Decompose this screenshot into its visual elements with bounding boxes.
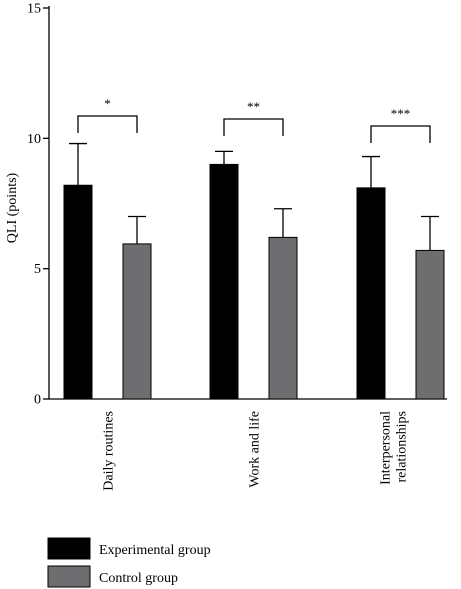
x-category-label: Daily routines: [102, 411, 117, 491]
category-labels: Daily routines Work and life Interpersonal…: [102, 411, 410, 491]
bar-experimental-1: [209, 163, 239, 400]
bar-experimental-0: [63, 184, 93, 400]
x-category-label-line: Interpersonal: [379, 411, 394, 485]
x-category-label: Work and life: [248, 411, 263, 488]
error-bars: [69, 142, 439, 251]
y-axis-label: QLI (points): [5, 172, 20, 243]
y-tick-label: 10: [27, 132, 41, 147]
significance-label: **: [247, 99, 260, 114]
legend-label: Experimental group: [99, 543, 211, 558]
y-tick-label: 5: [34, 262, 41, 277]
x-category-label-line: relationships: [395, 411, 410, 483]
bar-experimental-2: [356, 187, 386, 400]
x-category-label-line: Work and life: [248, 411, 263, 488]
legend: Experimental group Control group: [47, 537, 211, 588]
bar-control-2: [415, 249, 445, 400]
significance-label: ***: [391, 106, 411, 121]
y-tick-label: 15: [27, 2, 41, 17]
significance-bracket: [370, 125, 431, 143]
legend-swatch: [47, 537, 91, 560]
significance-bracket: [77, 115, 138, 133]
x-category-label: Interpersonal relationships: [379, 411, 410, 485]
x-category-label-line: Daily routines: [102, 411, 117, 491]
legend-swatch: [47, 565, 91, 588]
y-tick-label: 0: [34, 393, 41, 408]
significance-brackets: * ** ***: [77, 96, 431, 143]
bars: [63, 163, 445, 400]
significance-label: *: [104, 96, 111, 111]
significance-bracket: [223, 118, 284, 136]
bar-control-0: [122, 243, 152, 400]
legend-label: Control group: [99, 571, 178, 586]
bar-control-1: [268, 236, 298, 400]
